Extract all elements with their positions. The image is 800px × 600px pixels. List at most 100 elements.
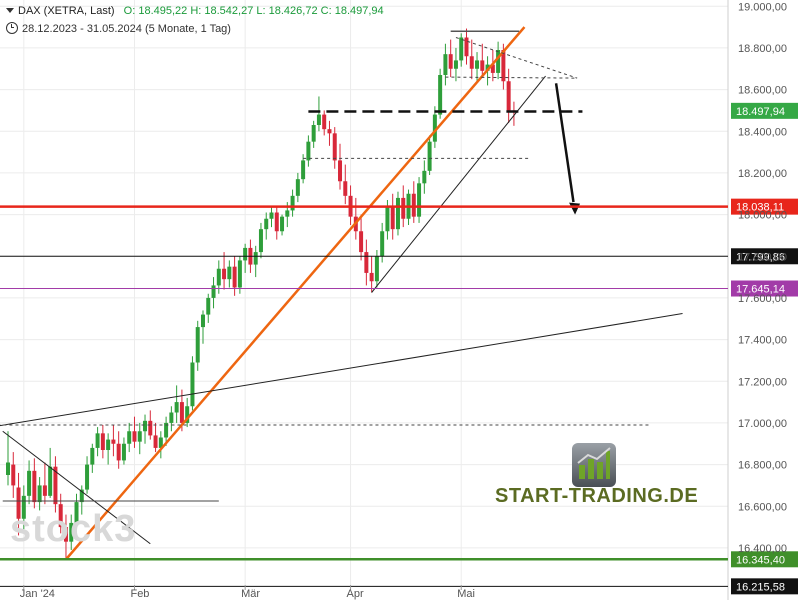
candle-up: [27, 470, 32, 496]
candle-up: [85, 464, 90, 490]
current-price-bg: [731, 102, 798, 119]
apr-uptrend-line: [371, 75, 546, 293]
candle-down: [153, 435, 158, 448]
high-label: H:: [190, 5, 202, 17]
chart-header: DAX (XETRA, Last) O: 18.495,22 H: 18.542…: [6, 5, 384, 17]
horizontal-levels: 18.038,11 17.799,86 17.645,14 16.345,40 16.2…: [0, 102, 798, 595]
current-price-label: 18.497,94: [736, 106, 785, 118]
candle-up: [106, 439, 111, 450]
y-tick-label: 17.000,00: [738, 418, 787, 430]
level-label: 18.038,11: [736, 202, 784, 214]
candle-up: [301, 160, 306, 180]
level-label-bg: [731, 280, 798, 297]
candle-up: [316, 114, 321, 125]
candle-down: [11, 464, 16, 486]
candle-up: [438, 75, 443, 115]
candle-down: [343, 181, 348, 196]
candle-up: [306, 141, 311, 161]
close-value: 18.497,94: [334, 5, 384, 17]
candle-down: [327, 129, 332, 134]
orange-uptrend-line: [65, 26, 526, 561]
candle-up: [269, 212, 274, 219]
down-arrow-shaft: [554, 83, 575, 203]
candle-up: [74, 502, 79, 523]
level-label: 17.645,14: [736, 284, 785, 296]
candle-up: [280, 216, 285, 232]
candle-down: [322, 114, 327, 130]
y-tick-label: 18.800,00: [738, 43, 787, 55]
open-label: O:: [123, 5, 136, 17]
candle-down: [222, 268, 227, 280]
candle-down: [132, 431, 137, 442]
grid-lines: [0, 0, 729, 600]
candle-up: [164, 422, 169, 438]
candle-up: [95, 433, 100, 448]
candle-up: [48, 466, 53, 496]
y-tick-label: 17.400,00: [738, 335, 787, 347]
y-tick-label: 18.000,00: [738, 210, 787, 222]
candle-up: [496, 50, 501, 73]
x-tick-label: Mai: [457, 588, 475, 600]
chevron-down-icon[interactable]: [6, 8, 14, 13]
x-tick-label: Apr: [347, 588, 364, 600]
candle-up: [443, 54, 448, 75]
ticker-name: DAX (XETRA, Last): [18, 5, 115, 17]
x-axis: Jan '24 Feb Mär Apr Mai: [20, 585, 475, 600]
triangle-upper-line: [455, 37, 578, 79]
x-tick-label: Feb: [130, 588, 149, 600]
candle-up: [21, 495, 26, 519]
y-tick-label: 17.800,00: [738, 251, 787, 263]
candle-up: [453, 60, 458, 69]
candle-down: [232, 266, 237, 288]
candle-up: [258, 229, 263, 253]
candle-up: [395, 197, 400, 230]
x-tick-label: Mär: [241, 588, 260, 600]
candle-up: [190, 362, 195, 407]
candle-up: [137, 431, 142, 442]
candle-down: [111, 439, 116, 444]
candle-down: [148, 420, 153, 436]
y-tick-label: 17.200,00: [738, 376, 787, 388]
x-tick-label: Jan '24: [20, 588, 55, 600]
candle-up: [90, 447, 95, 465]
period-text: (5 Monate, 1 Tag): [144, 23, 231, 35]
candle-down: [490, 64, 495, 73]
trend-drawings: [0, 26, 683, 561]
candle-up: [121, 443, 126, 461]
y-tick-label: 18.600,00: [738, 85, 787, 97]
candle-up: [227, 266, 232, 280]
candle-down: [32, 470, 37, 503]
open-value: 18.495,22: [138, 5, 188, 17]
candle-up: [485, 64, 490, 71]
candle-up: [285, 210, 290, 217]
candle-down: [53, 466, 58, 505]
candle-up: [243, 247, 248, 261]
clock-icon: [6, 22, 18, 34]
candle-down: [16, 487, 21, 519]
candle-up: [6, 462, 10, 475]
candle-up: [79, 489, 84, 503]
candle-up: [37, 485, 42, 503]
candle-up: [206, 297, 211, 315]
start-trading-logo: START-TRADING.DE: [495, 443, 715, 513]
candle-up: [374, 256, 379, 282]
candle-up: [311, 125, 316, 142]
y-tick-label: 16.800,00: [738, 460, 787, 472]
candle-up: [174, 402, 179, 413]
candles: [6, 28, 516, 559]
candle-down: [401, 197, 406, 219]
candle-down: [179, 402, 184, 423]
y-tick-label: 17.600,00: [738, 293, 787, 305]
y-tick-label: 18.200,00: [738, 168, 787, 180]
level-label: 17.799,86: [736, 251, 785, 263]
date-range-text: 28.12.2023 - 31.05.2024: [22, 23, 142, 35]
y-tick-label: 16.600,00: [738, 501, 787, 513]
candle-down: [116, 443, 121, 461]
candle-up: [143, 420, 148, 432]
candle-down: [58, 504, 63, 528]
candle-up: [427, 141, 432, 171]
high-value: 18.542,27: [204, 5, 254, 17]
candle-up: [69, 522, 74, 542]
level-label-bg: [731, 551, 798, 568]
